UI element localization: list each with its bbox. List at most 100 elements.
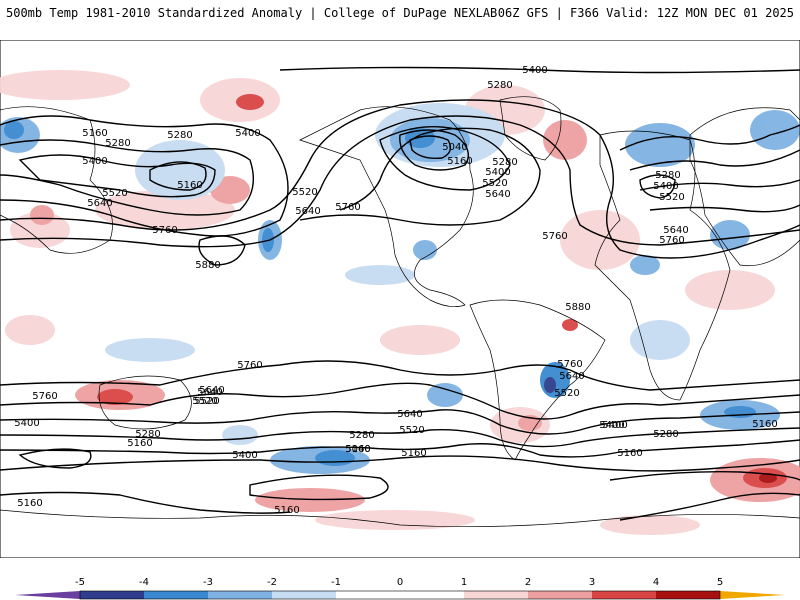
colorbar-swatch-zero-neg bbox=[336, 591, 400, 599]
contour-line bbox=[279, 66, 800, 74]
contour-label: 5880 bbox=[195, 260, 220, 271]
warm-anomaly bbox=[315, 510, 475, 530]
cool-anomaly bbox=[630, 255, 660, 275]
contour-line bbox=[0, 439, 800, 458]
colorbar-swatch-pos4 bbox=[656, 591, 720, 599]
warm-anomaly bbox=[236, 94, 264, 110]
cool-anomaly bbox=[345, 265, 415, 285]
map-title: 500mb Temp 1981-2010 Standardized Anomal… bbox=[6, 6, 498, 20]
contour-label: 5760 bbox=[659, 235, 684, 246]
contour-label: 5640 bbox=[485, 189, 510, 200]
colorbar-swatch-neg3 bbox=[144, 591, 208, 599]
cool-anomaly bbox=[625, 123, 695, 167]
contour-label: 5520 bbox=[482, 178, 507, 189]
colorbar-swatch-neg1 bbox=[272, 591, 336, 599]
contour-label: 5400 bbox=[232, 450, 257, 461]
colorbar-tick: -2 bbox=[267, 577, 277, 588]
height-contours bbox=[0, 66, 800, 521]
colorbar-tick: 2 bbox=[525, 577, 531, 588]
contour-label: 5280 bbox=[349, 430, 374, 441]
contour-label: 5760 bbox=[32, 391, 57, 402]
contour-line bbox=[409, 135, 452, 160]
colorbar-swatches bbox=[15, 590, 785, 600]
contour-line bbox=[649, 204, 800, 213]
contour-line bbox=[0, 455, 800, 472]
colorbar-tick: 3 bbox=[589, 577, 595, 588]
contour-line bbox=[0, 491, 291, 514]
contour-line bbox=[149, 161, 207, 191]
cool-anomaly bbox=[135, 140, 225, 200]
contour-label: 5160 bbox=[401, 448, 426, 459]
contour-label: 5400 bbox=[653, 181, 678, 192]
contour-label: 5640 bbox=[295, 206, 320, 217]
colorbar-tick: -4 bbox=[139, 577, 149, 588]
cool-anomaly bbox=[750, 110, 800, 150]
contour-label: 5160 bbox=[177, 180, 202, 191]
cool-anomaly bbox=[105, 338, 195, 362]
warm-anomaly bbox=[600, 515, 700, 535]
cool-anomaly bbox=[630, 320, 690, 360]
contour-label: 5400 bbox=[485, 167, 510, 178]
warm-anomaly bbox=[97, 389, 133, 405]
contour-label: 5640 bbox=[197, 387, 222, 398]
contour-label: 5640 bbox=[199, 385, 224, 396]
contour-line bbox=[639, 174, 676, 199]
contour-label: 5520 bbox=[659, 192, 684, 203]
contour-label: 5040 bbox=[442, 142, 467, 153]
contour-label: 5640 bbox=[397, 409, 422, 420]
contour-label: 5760 bbox=[557, 359, 582, 370]
cool-anomaly bbox=[413, 240, 437, 260]
contour-label: 5760 bbox=[335, 202, 360, 213]
colorbar-swatch-neg4 bbox=[80, 591, 144, 599]
cool-anomaly bbox=[427, 383, 463, 407]
contour-label: 5160 bbox=[617, 448, 642, 459]
colorbar-tick: -3 bbox=[203, 577, 213, 588]
anomaly-map: 5400 5280 5160 5280 5400 5280 5400 5160 … bbox=[0, 40, 800, 558]
colorbar-tick: 5 bbox=[717, 577, 723, 588]
contour-label: 5880 bbox=[565, 302, 590, 313]
contour-line bbox=[619, 492, 800, 521]
colorbar-swatch-zero-pos bbox=[400, 591, 464, 599]
contour-labels: 5400 5280 5160 5280 5400 5280 5400 5160 … bbox=[14, 65, 777, 516]
contour-label: 5520 bbox=[292, 187, 317, 198]
colorbar-ticks: -5 -4 -3 -2 -1 0 1 2 3 4 5 bbox=[75, 577, 723, 588]
contour-label: 5280 bbox=[167, 130, 192, 141]
contour-line bbox=[639, 179, 800, 191]
greenland-coast bbox=[499, 96, 562, 161]
warm-anomaly bbox=[30, 205, 54, 225]
contour-label: 5160 bbox=[345, 444, 370, 455]
warm-anomaly bbox=[685, 270, 775, 310]
north-america-coast bbox=[299, 106, 474, 307]
colorbar-tick: -1 bbox=[331, 577, 341, 588]
contour-label: 5640 bbox=[663, 225, 688, 236]
contour-line bbox=[299, 127, 541, 226]
contour-label: 5400 bbox=[522, 65, 547, 76]
colorbar-tick: 1 bbox=[461, 577, 467, 588]
warm-anomaly bbox=[560, 210, 640, 270]
warm-anomaly bbox=[0, 70, 130, 100]
contour-label: 5280 bbox=[653, 429, 678, 440]
contour-label: 5520 bbox=[102, 188, 127, 199]
cool-anomaly bbox=[222, 425, 258, 445]
warm-anomaly bbox=[562, 319, 578, 331]
contour-line bbox=[0, 382, 800, 420]
warm-anomaly bbox=[543, 120, 587, 160]
contour-line bbox=[0, 115, 289, 237]
antarctica-coast bbox=[0, 509, 800, 558]
contour-label: 5400 bbox=[14, 418, 39, 429]
contour-label: 5760 bbox=[152, 225, 177, 236]
colorbar-tick: 0 bbox=[397, 577, 403, 588]
colorbar-swatch-pos3 bbox=[592, 591, 656, 599]
colorbar-tick: 4 bbox=[653, 577, 659, 588]
contour-line bbox=[18, 448, 92, 469]
contour-label: 5160 bbox=[127, 438, 152, 449]
asia-west-coast bbox=[0, 106, 113, 254]
contour-line bbox=[198, 235, 246, 266]
contour-label: 5040 bbox=[345, 444, 370, 455]
warm-anomaly bbox=[759, 473, 777, 483]
contour-label: 5280 bbox=[492, 157, 517, 168]
contour-label: 5520 bbox=[399, 425, 424, 436]
contour-label: 5280 bbox=[135, 429, 160, 440]
colorbar-swatch-pos5 bbox=[720, 591, 785, 599]
contour-label: 5520 bbox=[194, 396, 219, 407]
